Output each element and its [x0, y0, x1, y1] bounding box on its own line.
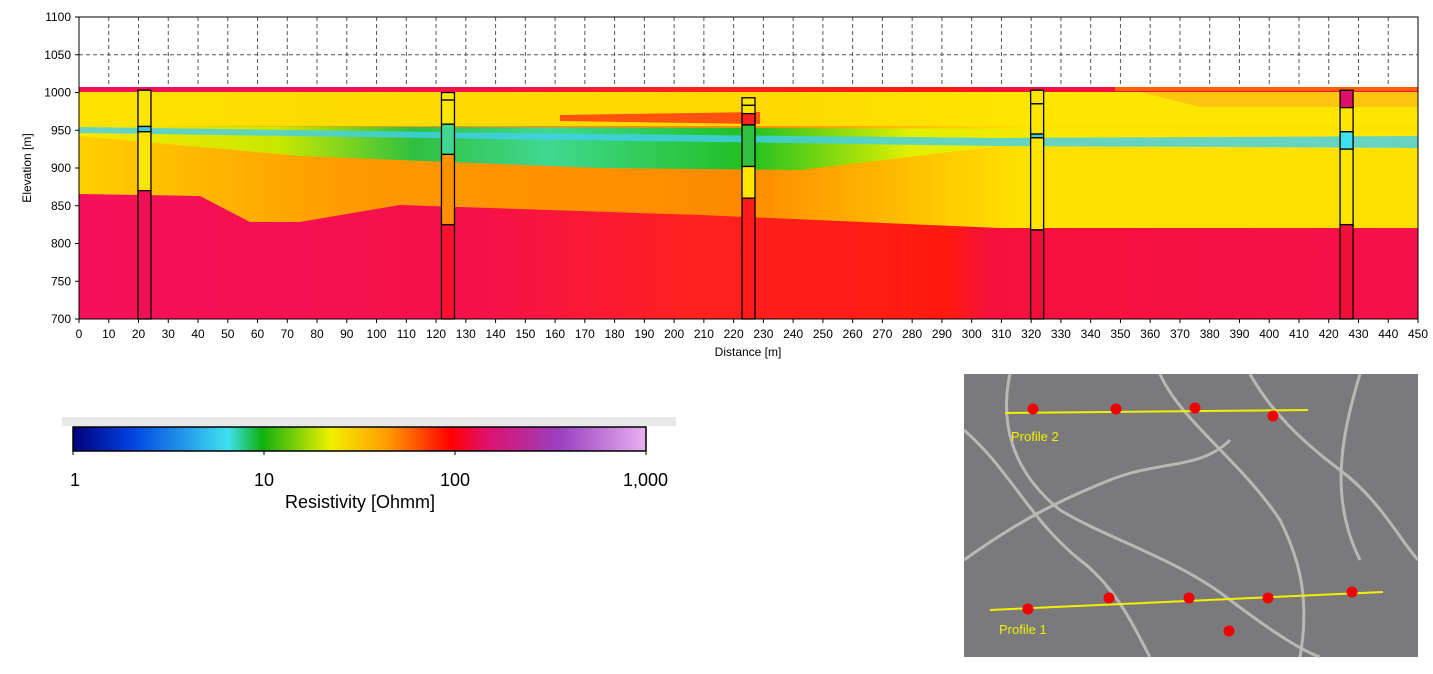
x-tick-label: 230: [753, 327, 773, 341]
borehole-layer: [137, 131, 152, 192]
x-tick-label: 150: [515, 327, 535, 341]
x-tick-label: 200: [664, 327, 684, 341]
x-tick-label: 210: [694, 327, 714, 341]
borehole-dots: [1022, 402, 1358, 637]
borehole-layer: [440, 91, 456, 101]
borehole-layer: [1029, 89, 1045, 105]
x-tick-label: 340: [1081, 327, 1101, 341]
x-tick-label: 390: [1229, 327, 1249, 341]
borehole-layer: [1029, 229, 1045, 320]
profile-label: Profile 2: [1011, 429, 1059, 444]
x-tick-label: 30: [162, 327, 176, 341]
borehole-layer: [1029, 137, 1045, 231]
borehole-layer: [741, 197, 756, 320]
colorbar-tick-label: 1,000: [623, 470, 668, 490]
x-tick-label: 410: [1289, 327, 1309, 341]
borehole-layer: [440, 223, 456, 320]
profile-label: Profile 1: [999, 622, 1047, 637]
map-tracks: [963, 373, 1420, 659]
x-tick-label: 240: [783, 327, 803, 341]
x-tick-label: 160: [545, 327, 565, 341]
borehole-layer: [1029, 103, 1045, 135]
colorbar-tick-label: 100: [440, 470, 470, 490]
x-tick-label: 110: [397, 327, 416, 341]
y-tick-label: 900: [51, 161, 71, 175]
y-tick-label: 1100: [45, 10, 71, 24]
x-tick-label: 360: [1140, 327, 1160, 341]
x-tick-label: 130: [456, 327, 476, 341]
borehole-layer: [137, 89, 152, 128]
borehole-layer: [741, 165, 756, 199]
x-tick-label: 310: [991, 327, 1011, 341]
x-tick-label: 380: [1200, 327, 1220, 341]
map-image: [964, 374, 1418, 657]
x-tick-label: 170: [575, 327, 595, 341]
borehole-layer: [440, 99, 456, 125]
x-tick-label: 90: [340, 327, 354, 341]
borehole-layer: [1339, 223, 1354, 320]
x-axis-label: Distance [m]: [715, 345, 782, 359]
site-map: Profile 2 Profile 1: [963, 373, 1420, 659]
x-tick-label: 420: [1319, 327, 1339, 341]
profile-line: [1004, 409, 1309, 414]
x-tick-label: 180: [605, 327, 625, 341]
x-tick-label: 280: [902, 327, 922, 341]
borehole-layer: [440, 123, 456, 156]
colorbar-label: Resistivity [Ohmm]: [285, 492, 435, 512]
y-axis-label: Elevation [m]: [20, 133, 34, 202]
x-tick-label: 220: [724, 327, 744, 341]
borehole-layer: [741, 124, 756, 168]
x-tick-label: 120: [426, 327, 446, 341]
x-tick-label: 140: [486, 327, 506, 341]
x-tick-label: 80: [310, 327, 324, 341]
y-tick-label: 750: [51, 274, 71, 288]
x-tick-label: 10: [102, 327, 116, 341]
borehole-layer: [1339, 89, 1354, 109]
y-tick-label: 1050: [44, 48, 71, 62]
x-tick-label: 20: [132, 327, 146, 341]
y-tick-label: 700: [51, 312, 71, 326]
colorbar-strip: [62, 417, 676, 426]
y-tick-label: 850: [51, 199, 71, 213]
colorbar-tick-label: 1: [70, 470, 80, 490]
x-tick-label: 50: [221, 327, 235, 341]
x-tick-label: 70: [281, 327, 295, 341]
x-tick-label: 100: [367, 327, 387, 341]
y-tick-label: 800: [51, 237, 71, 251]
x-tick-label: 40: [191, 327, 205, 341]
colorbar-tick-label: 10: [254, 470, 274, 490]
x-tick-label: 300: [962, 327, 982, 341]
borehole-layer: [741, 97, 756, 106]
borehole-layer: [440, 153, 456, 226]
borehole-layer: [1339, 131, 1354, 150]
x-tick-label: 60: [251, 327, 265, 341]
boreholes: [137, 89, 1354, 320]
x-tick-label: 400: [1259, 327, 1279, 341]
x-tick-label: 440: [1378, 327, 1398, 341]
borehole-layer: [1339, 148, 1354, 226]
x-tick-label: 270: [872, 327, 892, 341]
x-tick-label: 290: [932, 327, 952, 341]
x-tick-label: 450: [1408, 327, 1428, 341]
borehole-layer: [1339, 106, 1354, 133]
x-tick-label: 350: [1110, 327, 1130, 341]
borehole-layer: [741, 112, 756, 126]
x-tick-label: 370: [1170, 327, 1190, 341]
x-tick-label: 330: [1051, 327, 1071, 341]
x-tick-label: 190: [634, 327, 654, 341]
borehole-layer: [137, 189, 152, 320]
colorbar: [72, 426, 647, 452]
x-tick-label: 430: [1348, 327, 1368, 341]
borehole-layer: [741, 104, 756, 115]
y-tick-label: 1000: [44, 86, 71, 100]
borehole-layer: [137, 125, 152, 133]
x-tick-label: 320: [1021, 327, 1041, 341]
x-tick-label: 260: [843, 327, 863, 341]
colorbar-ticks: 1 10 100 1,000: [70, 451, 668, 490]
y-tick-label: 950: [51, 123, 71, 137]
x-tick-label: 0: [76, 327, 83, 341]
x-tick-label: 250: [813, 327, 833, 341]
